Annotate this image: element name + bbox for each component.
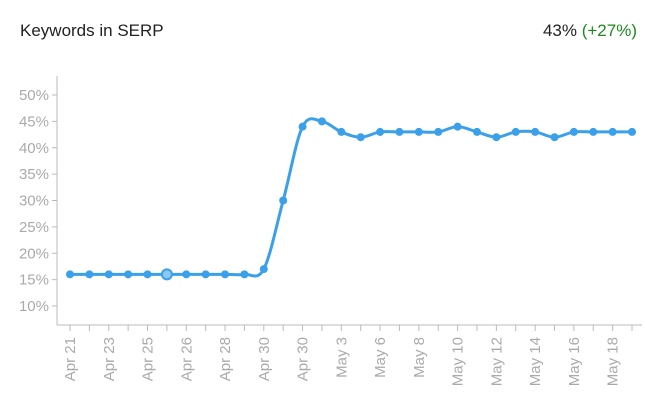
data-point bbox=[569, 127, 578, 136]
x-tick-label: May 14 bbox=[527, 337, 544, 386]
data-point bbox=[85, 270, 94, 279]
data-point bbox=[298, 122, 307, 131]
data-point bbox=[259, 265, 268, 274]
current-value: 43% bbox=[542, 21, 577, 40]
data-point bbox=[628, 127, 637, 136]
x-tick-label: May 3 bbox=[333, 337, 350, 378]
x-tick-label: May 18 bbox=[605, 337, 622, 386]
data-point bbox=[531, 127, 540, 136]
data-point bbox=[550, 133, 559, 142]
y-tick-label: 35% bbox=[19, 166, 49, 183]
data-point bbox=[240, 270, 249, 279]
y-tick-label: 20% bbox=[19, 245, 49, 262]
x-tick-label: May 16 bbox=[566, 337, 583, 386]
chart-title: Keywords in SERP bbox=[20, 21, 164, 40]
data-point bbox=[201, 270, 210, 279]
series-line bbox=[70, 117, 633, 278]
y-tick-label: 15% bbox=[19, 272, 49, 289]
data-point bbox=[492, 133, 501, 142]
x-tick-label: Apr 23 bbox=[101, 337, 118, 381]
data-point bbox=[66, 270, 74, 279]
data-point bbox=[434, 127, 443, 136]
data-point-highlighted bbox=[160, 268, 173, 281]
x-tick-label: May 6 bbox=[372, 337, 389, 378]
data-point bbox=[221, 270, 230, 279]
data-point bbox=[511, 127, 520, 136]
y-tick-label: 25% bbox=[19, 219, 49, 236]
data-point bbox=[104, 270, 113, 279]
x-tick-label: Apr 21 bbox=[62, 337, 79, 381]
x-tick-label: Apr 28 bbox=[217, 337, 234, 381]
x-tick-label: May 10 bbox=[450, 337, 467, 386]
y-tick-label: 45% bbox=[19, 113, 49, 130]
y-tick-label: 30% bbox=[19, 193, 49, 210]
x-tick-label: Apr 30 bbox=[295, 337, 312, 381]
data-point bbox=[414, 127, 423, 136]
data-point bbox=[376, 127, 385, 136]
data-point bbox=[317, 117, 326, 126]
change-value: (+27%) bbox=[581, 21, 637, 40]
data-point bbox=[589, 127, 598, 136]
current-value-summary: 43% (+27%) bbox=[543, 21, 637, 41]
data-point bbox=[608, 127, 617, 136]
data-point bbox=[356, 133, 365, 142]
x-tick-label: May 12 bbox=[488, 337, 505, 386]
data-point bbox=[124, 270, 133, 279]
data-point bbox=[472, 127, 481, 136]
data-point bbox=[453, 122, 462, 131]
data-point bbox=[337, 127, 346, 136]
y-tick-label: 50% bbox=[19, 87, 49, 104]
data-point bbox=[279, 196, 288, 205]
data-point bbox=[395, 127, 404, 136]
x-tick-label: Apr 30 bbox=[256, 337, 273, 381]
y-tick-label: 40% bbox=[19, 140, 49, 157]
data-point bbox=[143, 270, 152, 279]
y-tick-label: 10% bbox=[19, 298, 49, 315]
x-tick-label: Apr 25 bbox=[140, 337, 157, 381]
x-tick-label: May 8 bbox=[411, 337, 428, 378]
data-point bbox=[182, 270, 191, 279]
x-tick-label: Apr 26 bbox=[178, 337, 195, 381]
